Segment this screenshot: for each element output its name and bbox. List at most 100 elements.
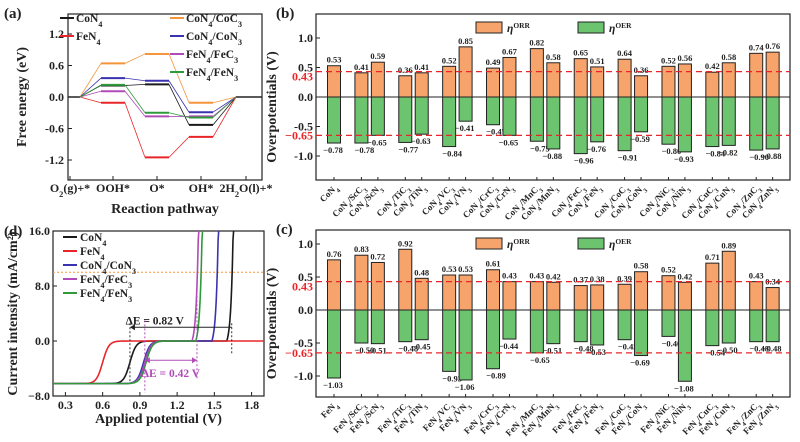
oer-bar [546, 96, 561, 150]
oer-value-label: −1.08 [674, 383, 694, 393]
legend-label: CoN4 [80, 232, 106, 248]
orr-bar [546, 62, 561, 98]
orr-value-label: 0.42 [677, 271, 692, 281]
orr-bar [573, 285, 588, 311]
oer-value-label: −0.48 [749, 344, 769, 354]
oer-bar [546, 309, 561, 345]
y-tick-label: -0.5 [294, 336, 313, 350]
y-axis-title: Free energy (eV) [15, 47, 30, 147]
oer-value-label: −0.88 [762, 151, 782, 161]
series-2 [79, 52, 237, 104]
legend-swatch-oer [577, 21, 605, 34]
orr-bar [354, 254, 369, 311]
oer-bar [458, 96, 473, 122]
oer-bar [502, 309, 517, 340]
plot-frame [52, 230, 265, 397]
panel-c-overpotentials-fen4: (c) 1.0 0.5 0.0 -0.5 -1.0 Overpotentials (V) 0.… [265, 222, 791, 438]
connector [212, 96, 237, 126]
connector [124, 53, 146, 64]
orr-value-label: 0.42 [705, 61, 720, 71]
legend-label: FeN4 [80, 246, 104, 262]
orr-value-label: 0.36 [398, 65, 413, 75]
legend-label: CoN4/CoC3 [186, 13, 242, 29]
oer-bar [486, 309, 501, 370]
oer-value-label: −0.84 [705, 149, 725, 159]
orr-value-label: 0.61 [486, 259, 501, 269]
x-tick-label: O* [149, 181, 164, 195]
reference-line-label: 0.43 [292, 70, 313, 84]
orr-bar [354, 72, 369, 98]
orr-value-label: 0.72 [370, 251, 385, 261]
oer-bar [573, 96, 588, 155]
orr-value-label: 0.41 [414, 62, 429, 72]
oer-value-label: −1.03 [323, 380, 343, 390]
connector [168, 80, 190, 113]
orr-bar [749, 281, 764, 311]
connector [79, 77, 102, 98]
connector [168, 136, 190, 158]
orr-bar [327, 259, 341, 311]
oer-value-label: −0.48 [762, 344, 782, 354]
oer-bar [617, 96, 632, 152]
x-tick-label: 1.8 [244, 398, 259, 412]
oer-bar [398, 96, 413, 143]
oer-bar [705, 96, 720, 148]
orr-value-label: 0.76 [765, 41, 780, 51]
oer-bar [617, 309, 632, 341]
x-tick-label: 0.6 [95, 398, 110, 412]
orr-value-label: 0.34 [765, 277, 781, 287]
orr-value-label: 0.65 [573, 48, 588, 58]
x-tick-label: 2H2O(l)+* [219, 181, 272, 199]
orr-bar [617, 283, 632, 311]
orr-value-label: 0.43 [502, 271, 517, 281]
oer-value-label: −0.93 [674, 154, 694, 164]
oer-bar [661, 96, 676, 145]
orr-bar [677, 63, 692, 98]
oer-value-label: −0.53 [586, 347, 606, 357]
arrow-head [129, 324, 135, 331]
reference-line-label: 0.43 [292, 280, 313, 294]
orr-bar [414, 277, 429, 311]
oer-value-label: −0.93 [442, 373, 462, 383]
y-tick-label: 0.5 [298, 270, 313, 284]
oer-value-label: −0.84 [442, 149, 462, 159]
orr-bar [486, 269, 501, 311]
oer-value-label: −0.65 [530, 355, 550, 365]
x-tick-label: 0.3 [58, 398, 73, 412]
orr-value-label: 0.83 [354, 244, 369, 254]
curve-4 [53, 230, 204, 385]
orr-bar [546, 281, 561, 311]
y-tick-label: 0.6 [49, 59, 64, 73]
oer-value-label: −0.50 [718, 345, 738, 355]
orr-bar [705, 262, 720, 311]
x-tick-label: O2(g)+* [50, 181, 90, 199]
orr-value-label: 0.52 [442, 55, 457, 65]
legend-label-oer: ηOER [609, 237, 632, 252]
connector [124, 84, 146, 86]
orr-value-label: 0.59 [370, 51, 385, 61]
orr-bar [765, 51, 780, 98]
y-tick-label: -0.5 [294, 120, 313, 134]
orr-value-label: 0.52 [661, 55, 676, 65]
oer-value-label: −0.45 [618, 342, 638, 352]
oer-bar [327, 96, 341, 144]
oer-bar [634, 96, 649, 133]
orr-bar [502, 281, 517, 311]
legend-label: CoN4/CoN3 [186, 31, 242, 47]
connector [124, 77, 146, 82]
x-tick-label: 0.9 [132, 398, 147, 412]
oer-bar [721, 96, 736, 146]
orr-value-label: 0.38 [590, 274, 605, 284]
orr-bar [398, 248, 413, 311]
legend-swatch-orr [475, 237, 503, 250]
orr-bar [486, 67, 501, 98]
oer-bar [354, 309, 369, 344]
x-tick-label: OH* [189, 181, 214, 195]
orr-value-label: 0.51 [590, 56, 605, 66]
orr-bar [634, 271, 649, 311]
reference-line-label: −0.65 [285, 346, 313, 360]
connector [79, 96, 102, 104]
connector [124, 102, 146, 158]
y-tick-label: 0.0 [49, 90, 64, 104]
oer-value-label: −0.89 [486, 371, 506, 381]
